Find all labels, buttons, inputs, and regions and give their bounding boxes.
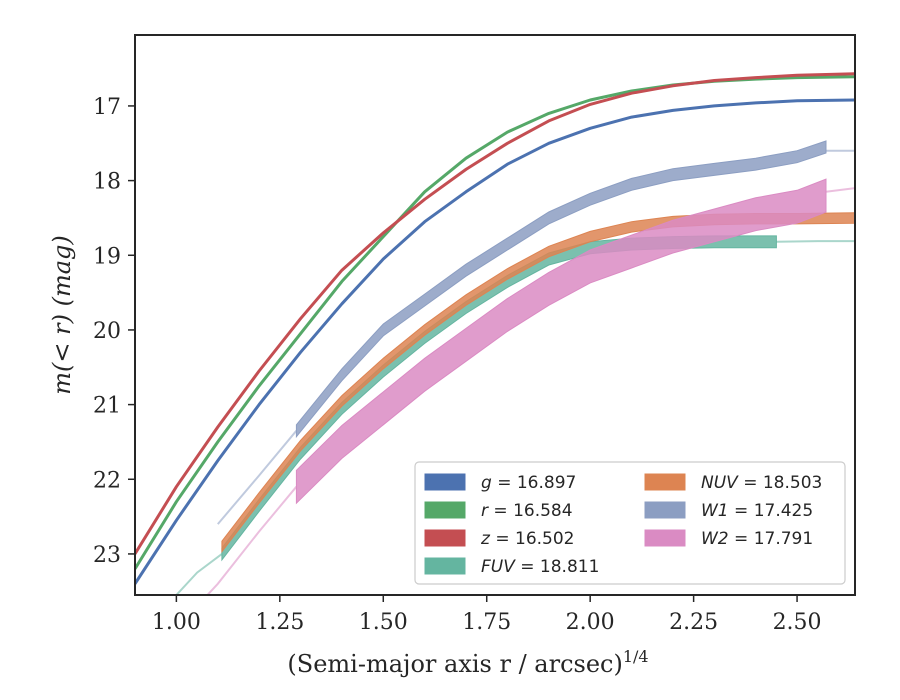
legend-value-w1: 17.425 [754,501,813,521]
x-axis-label: (Semi-major axis r / arcsec)1/4 [287,647,648,678]
x-tick-label: 1.75 [462,610,511,635]
legend-var-nuv: NUV [701,473,739,493]
legend-var-fuv: FUV [481,557,516,577]
legend-swatch-r [424,501,466,519]
x-tick-label: 2.50 [773,610,822,635]
series-nuv-band [221,212,855,554]
y-tick-label: 17 [93,95,121,120]
legend-var-w2: W2 [701,529,729,549]
legend-value-g: 16.897 [517,473,576,493]
legend-label-fuv: FUV = 18.811 [481,557,599,577]
series-z-line [135,72,855,555]
legend-var-r: r [481,501,489,521]
legend-label-g: g = 16.897 [481,473,576,493]
series-g-line [135,98,855,585]
legend-label-r: r = 16.584 [481,501,573,521]
legend-swatch-w1 [644,501,686,519]
plot-frame [134,34,856,596]
y-tick-label: 21 [93,394,121,419]
legend-var-g: g [481,473,492,493]
legend-swatch-nuv [644,473,686,491]
series-fuv-faint-lead [175,553,223,595]
legend-swatch-g [424,473,466,491]
series-layer [135,72,855,595]
legend-value-fuv: 18.811 [540,557,599,577]
legend-swatch-w2 [644,529,686,547]
series-fuv-faint-tail [776,240,855,243]
legend-value-nuv: 18.503 [763,473,822,493]
series-w2-faint-lead [206,486,298,595]
legend-value-r: 16.584 [513,501,572,521]
x-tick-label: 1.25 [255,610,304,635]
y-tick-label: 23 [93,543,121,568]
y-tick-label: 20 [93,319,121,344]
x-axis-label-exponent: 1/4 [623,647,649,666]
legend-var-z: z [480,529,491,549]
x-tick-label: 1.00 [152,610,201,635]
axes-layer: 1.00 1.25 1.50 1.75 2.00 2.25 2.50 17 18 19 20 21 22… [93,95,822,635]
series-w1-faint-lead [217,430,298,525]
x-tick-label: 1.50 [359,610,408,635]
legend: g = 16.897 r = 16.584 z = 16.502 FUV = 18.8… [414,461,846,585]
legend-var-w1: W1 [701,501,729,521]
series-w1-band [295,140,827,439]
legend-label-nuv: NUV = 18.503 [701,473,822,493]
x-tick-label: 2.00 [566,610,615,635]
x-tick-label: 2.25 [669,610,718,635]
legend-swatch-z [424,529,466,547]
legend-value-w2: 17.791 [754,529,813,549]
y-axis-label: m(< r) (mag) [48,235,76,394]
y-tick-label: 22 [93,468,121,493]
y-tick-label: 18 [93,170,121,195]
y-tick-label: 19 [93,244,121,269]
legend-box [414,461,846,585]
legend-label-w1: W1 = 17.425 [701,501,813,521]
legend-value-z: 16.502 [515,529,574,549]
series-w2-faint-tail [825,187,855,193]
legend-label-w2: W2 = 17.791 [701,529,813,549]
series-w2-band [295,178,827,505]
legend-swatch-fuv [424,557,466,575]
legend-label-z: z = 16.502 [480,529,574,549]
